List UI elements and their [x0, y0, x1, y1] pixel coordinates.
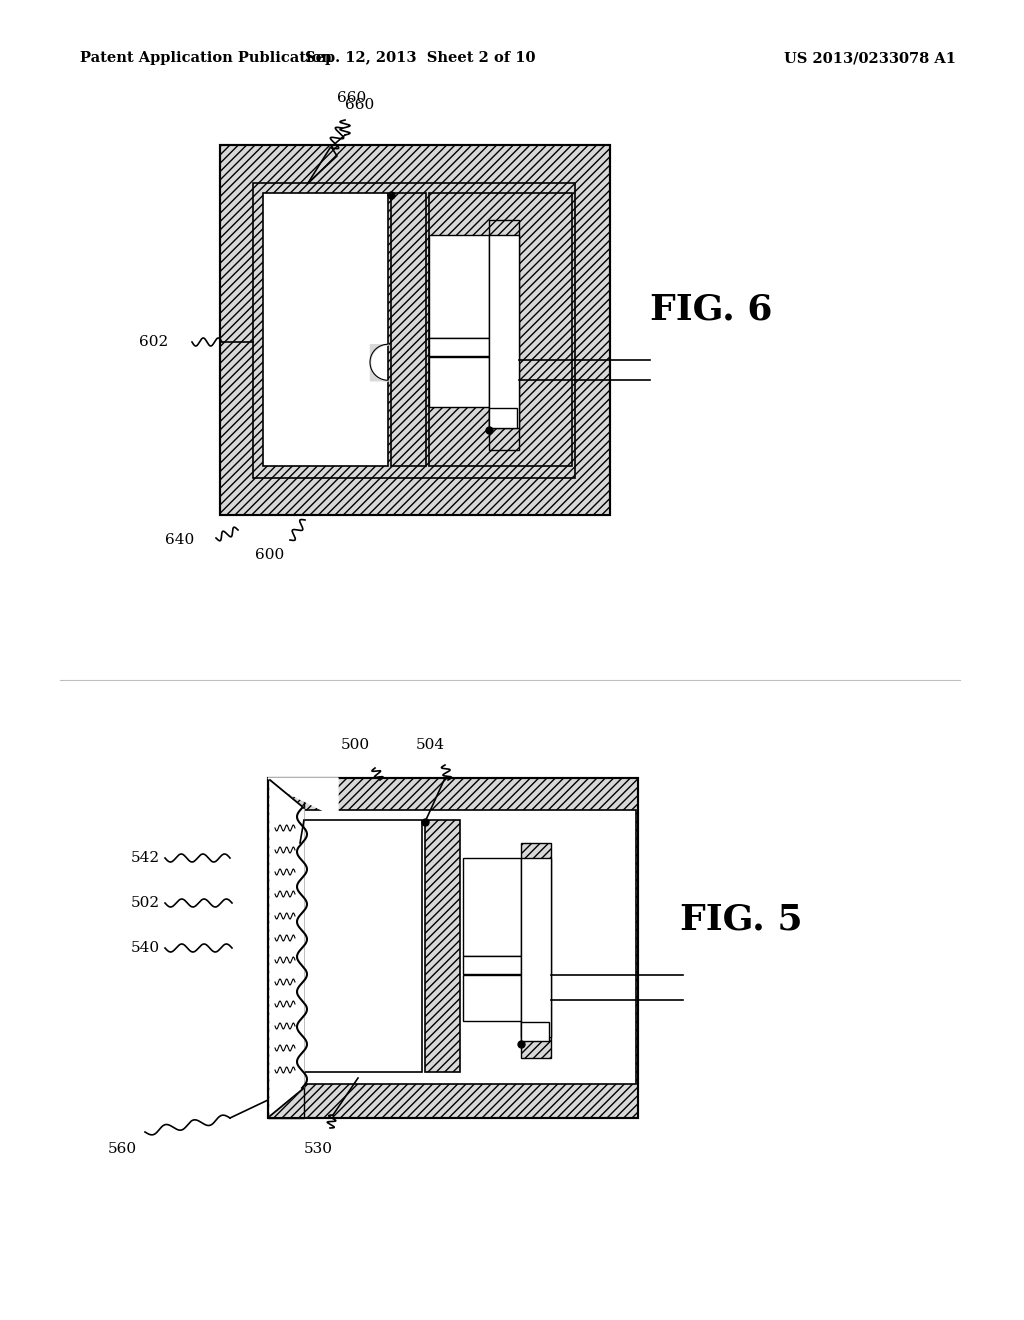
- Text: Sep. 12, 2013  Sheet 2 of 10: Sep. 12, 2013 Sheet 2 of 10: [305, 51, 536, 65]
- Bar: [263, 193, 388, 466]
- Bar: [391, 193, 426, 466]
- Text: 640: 640: [165, 533, 194, 546]
- Bar: [253, 183, 575, 478]
- Bar: [268, 777, 638, 1118]
- Text: 540: 540: [131, 941, 160, 954]
- Bar: [268, 777, 638, 1118]
- Text: 504: 504: [416, 738, 444, 752]
- Bar: [489, 408, 517, 428]
- Text: US 2013/0233078 A1: US 2013/0233078 A1: [784, 51, 956, 65]
- Polygon shape: [270, 780, 304, 1115]
- Bar: [521, 1022, 549, 1041]
- Bar: [220, 145, 610, 515]
- Polygon shape: [268, 777, 338, 818]
- Bar: [429, 338, 489, 356]
- Bar: [220, 145, 610, 515]
- Bar: [268, 777, 304, 1118]
- Text: 660: 660: [345, 98, 375, 112]
- Text: FIG. 6: FIG. 6: [650, 293, 772, 327]
- Bar: [489, 235, 519, 428]
- Text: 530: 530: [303, 1142, 333, 1156]
- Bar: [304, 810, 636, 1084]
- Text: 602: 602: [138, 335, 168, 348]
- Bar: [463, 820, 599, 1072]
- Bar: [463, 956, 521, 974]
- Bar: [489, 220, 519, 450]
- Text: 660: 660: [337, 91, 367, 106]
- Text: 544: 544: [282, 836, 311, 850]
- Bar: [521, 843, 551, 1059]
- Text: 600: 600: [255, 548, 285, 562]
- Bar: [272, 808, 300, 1090]
- Text: 560: 560: [108, 1142, 136, 1156]
- Bar: [429, 356, 489, 407]
- Bar: [429, 235, 489, 338]
- Bar: [463, 975, 521, 1020]
- Bar: [521, 858, 551, 1038]
- Bar: [463, 858, 521, 956]
- Text: 502: 502: [131, 896, 160, 909]
- Bar: [429, 193, 572, 466]
- Text: 542: 542: [131, 851, 160, 865]
- Text: 500: 500: [340, 738, 370, 752]
- Text: FIG. 5: FIG. 5: [680, 903, 803, 937]
- Bar: [425, 820, 460, 1072]
- Text: Patent Application Publication: Patent Application Publication: [80, 51, 332, 65]
- Bar: [304, 820, 422, 1072]
